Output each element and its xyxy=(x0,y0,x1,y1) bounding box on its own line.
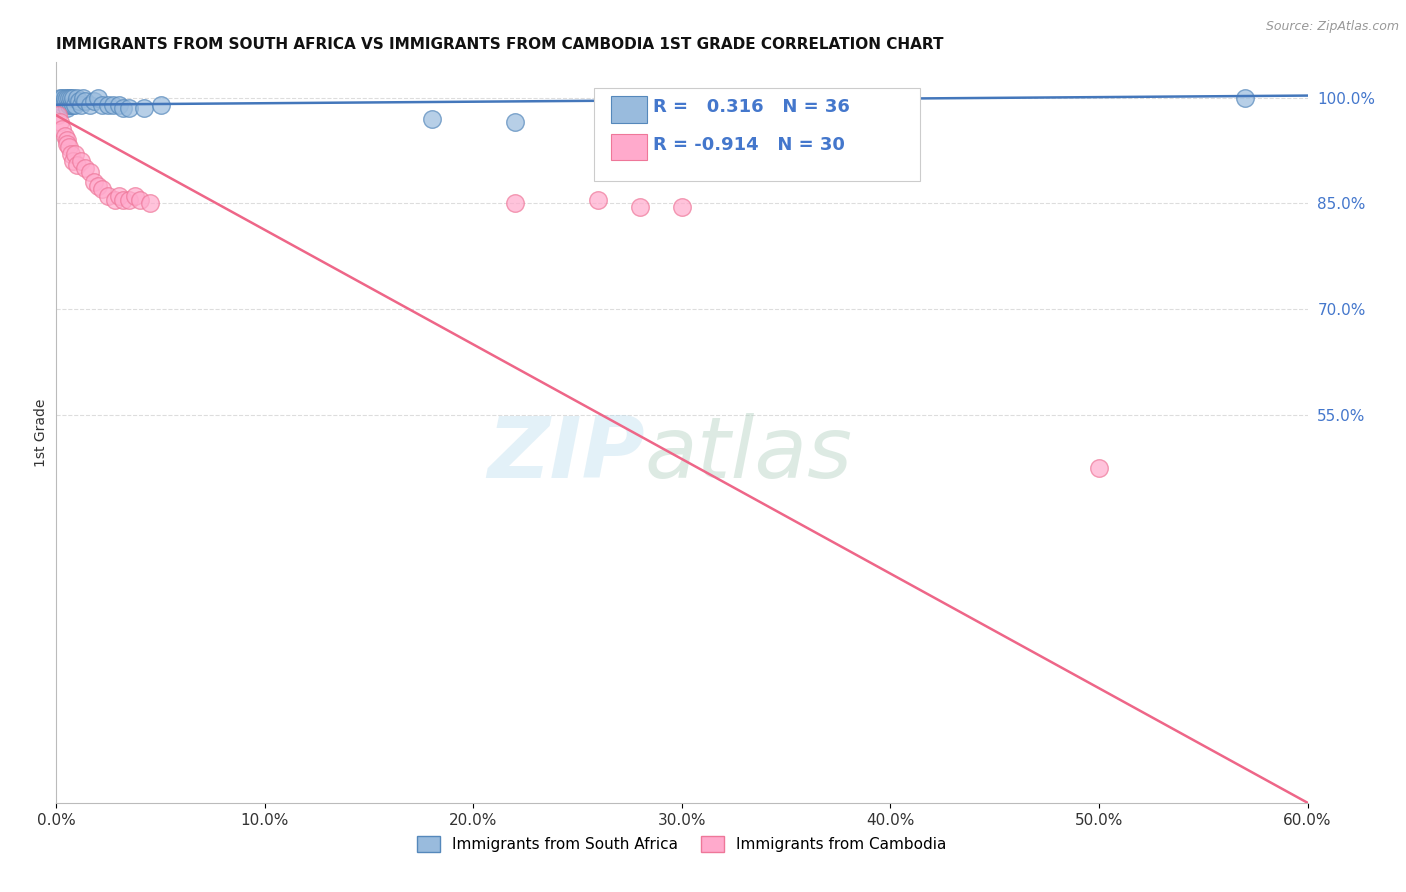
Point xyxy=(62,97,84,112)
Point xyxy=(53,91,76,105)
Point xyxy=(1234,91,1257,105)
Point xyxy=(111,101,134,115)
Point xyxy=(66,91,89,105)
Point xyxy=(58,140,80,154)
Point xyxy=(67,94,90,108)
Point xyxy=(55,136,77,151)
Point xyxy=(59,97,82,112)
Text: Source: ZipAtlas.com: Source: ZipAtlas.com xyxy=(1265,20,1399,33)
Point xyxy=(588,193,610,207)
Point xyxy=(53,94,76,108)
Point xyxy=(91,182,114,196)
Point xyxy=(49,94,72,108)
Point xyxy=(70,97,93,112)
Point xyxy=(87,91,110,105)
Point xyxy=(97,97,120,112)
Point xyxy=(66,158,89,172)
Point xyxy=(101,97,124,112)
Text: atlas: atlas xyxy=(644,413,852,496)
Text: R =   0.316   N = 36: R = 0.316 N = 36 xyxy=(654,98,851,116)
Point xyxy=(75,161,97,176)
Point xyxy=(58,97,80,112)
Point xyxy=(46,108,69,122)
Point xyxy=(1088,461,1111,475)
Point xyxy=(83,175,105,189)
Point xyxy=(83,94,105,108)
Point xyxy=(49,115,72,129)
Point xyxy=(104,193,127,207)
Point xyxy=(46,94,69,108)
Point xyxy=(124,189,146,203)
Point xyxy=(87,178,110,193)
Point xyxy=(108,189,131,203)
Point xyxy=(51,91,73,105)
Point xyxy=(63,147,86,161)
Point xyxy=(628,108,651,122)
Point xyxy=(97,189,120,203)
Point xyxy=(132,101,155,115)
Point xyxy=(59,147,82,161)
Point xyxy=(111,193,134,207)
Point xyxy=(108,97,131,112)
Point xyxy=(70,154,93,169)
Point xyxy=(139,196,162,211)
Point xyxy=(49,91,72,105)
Text: R = -0.914   N = 30: R = -0.914 N = 30 xyxy=(654,136,845,153)
Point xyxy=(118,101,141,115)
Point xyxy=(51,97,73,112)
Point xyxy=(51,122,73,136)
Point xyxy=(79,97,101,112)
FancyBboxPatch shape xyxy=(610,96,647,123)
FancyBboxPatch shape xyxy=(610,134,647,161)
Point xyxy=(62,154,84,169)
Point xyxy=(62,91,84,105)
Point xyxy=(58,91,80,105)
Point xyxy=(420,112,443,126)
Point xyxy=(628,200,651,214)
Point xyxy=(75,94,97,108)
Point xyxy=(55,91,77,105)
Point xyxy=(53,129,76,144)
Point xyxy=(128,193,150,207)
Point xyxy=(72,91,94,105)
Point xyxy=(671,200,693,214)
Point xyxy=(149,97,172,112)
Point xyxy=(79,165,101,179)
Point xyxy=(55,101,77,115)
FancyBboxPatch shape xyxy=(595,88,920,181)
Point xyxy=(63,97,86,112)
Point xyxy=(91,97,114,112)
Point xyxy=(118,193,141,207)
Text: IMMIGRANTS FROM SOUTH AFRICA VS IMMIGRANTS FROM CAMBODIA 1ST GRADE CORRELATION C: IMMIGRANTS FROM SOUTH AFRICA VS IMMIGRAN… xyxy=(56,37,943,52)
Legend: Immigrants from South Africa, Immigrants from Cambodia: Immigrants from South Africa, Immigrants… xyxy=(411,830,953,858)
Y-axis label: 1st Grade: 1st Grade xyxy=(34,399,48,467)
Point xyxy=(59,91,82,105)
Point xyxy=(55,133,77,147)
Point xyxy=(503,196,526,211)
Point xyxy=(503,115,526,129)
Text: ZIP: ZIP xyxy=(486,413,644,496)
